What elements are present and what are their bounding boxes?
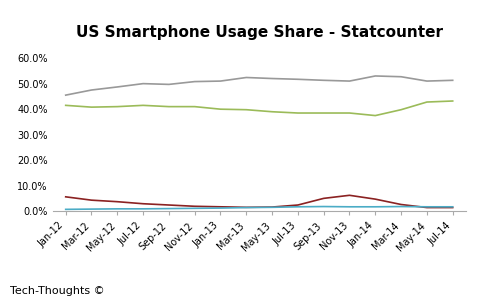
Blackberry <box>166 203 172 207</box>
Windows <box>269 205 275 209</box>
Blackberry <box>295 203 301 207</box>
Android <box>321 111 326 115</box>
Windows <box>243 206 249 209</box>
Line: Android: Android <box>66 101 453 116</box>
iPhone <box>89 88 95 92</box>
Title: US Smartphone Usage Share - Statcounter: US Smartphone Usage Share - Statcounter <box>76 25 443 40</box>
iPhone <box>63 93 69 97</box>
iPhone <box>347 79 352 83</box>
Windows <box>398 205 404 208</box>
Windows <box>63 207 69 211</box>
Windows <box>140 207 146 211</box>
Windows <box>166 207 172 210</box>
Android <box>140 104 146 107</box>
Windows <box>295 205 301 209</box>
Android <box>192 105 198 108</box>
iPhone <box>192 80 198 83</box>
Blackberry <box>372 197 378 201</box>
Android <box>166 105 172 108</box>
Windows <box>89 207 95 211</box>
iPhone <box>217 79 223 83</box>
Blackberry <box>89 198 95 202</box>
Blackberry <box>321 197 326 200</box>
Line: Blackberry: Blackberry <box>66 195 453 207</box>
Android <box>269 110 275 114</box>
Line: iPhone: iPhone <box>66 76 453 95</box>
iPhone <box>243 76 249 79</box>
Blackberry <box>398 203 404 206</box>
Android <box>398 108 404 111</box>
Blackberry <box>347 194 352 197</box>
iPhone <box>166 82 172 86</box>
Blackberry <box>243 205 249 209</box>
Android <box>89 105 95 109</box>
iPhone <box>321 79 326 82</box>
Windows <box>114 207 120 211</box>
Blackberry <box>192 204 198 208</box>
Android <box>372 114 378 117</box>
iPhone <box>269 77 275 80</box>
Android <box>243 108 249 111</box>
Android <box>450 99 456 103</box>
Android <box>114 105 120 108</box>
Windows <box>347 205 352 209</box>
iPhone <box>398 75 404 79</box>
Windows <box>424 205 430 209</box>
Blackberry <box>63 195 69 199</box>
Line: Windows: Windows <box>66 207 453 209</box>
Android <box>217 108 223 111</box>
iPhone <box>295 78 301 81</box>
iPhone <box>114 85 120 89</box>
Blackberry <box>114 200 120 204</box>
Windows <box>217 206 223 210</box>
iPhone <box>372 74 378 78</box>
Windows <box>372 205 378 209</box>
Windows <box>321 205 326 208</box>
Blackberry <box>450 206 456 209</box>
Android <box>295 111 301 115</box>
Windows <box>450 205 456 209</box>
Blackberry <box>424 206 430 209</box>
Blackberry <box>140 202 146 206</box>
Blackberry <box>217 205 223 209</box>
Blackberry <box>269 205 275 209</box>
Text: Tech-Thoughts ©: Tech-Thoughts © <box>10 286 104 296</box>
Android <box>347 111 352 115</box>
Android <box>424 100 430 104</box>
iPhone <box>450 79 456 82</box>
iPhone <box>140 82 146 85</box>
iPhone <box>424 79 430 83</box>
Windows <box>192 207 198 210</box>
Android <box>63 104 69 107</box>
